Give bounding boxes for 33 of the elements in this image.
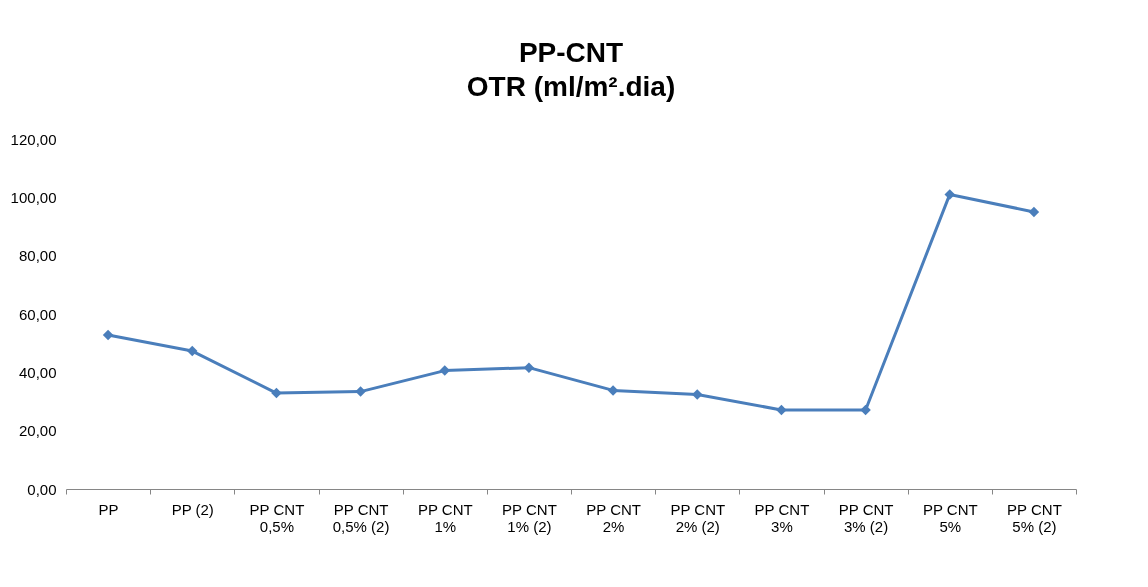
y-tick-label: 40,00 xyxy=(18,363,57,381)
x-tick-label: PP (2) xyxy=(171,500,214,518)
x-tick-label: PP CNT 0,5% xyxy=(249,500,305,535)
point xyxy=(860,404,871,416)
y-tick-label: 120,00 xyxy=(10,130,57,148)
x-tick-label: PP CNT 3% (2) xyxy=(838,500,894,535)
point xyxy=(607,385,619,396)
point xyxy=(523,362,535,373)
point xyxy=(944,189,955,200)
point xyxy=(271,387,282,399)
y-tick-label: 0,00 xyxy=(27,480,57,498)
x-tick-label: PP CNT 5% xyxy=(922,500,978,535)
x-tick-label: PP CNT 0,5% (2) xyxy=(332,500,390,535)
point xyxy=(187,345,198,357)
x-tick-label: PP CNT 3% xyxy=(754,500,810,535)
x-tick-label: PP xyxy=(98,500,119,518)
y-tick-label: 60,00 xyxy=(18,305,57,323)
point xyxy=(439,365,450,376)
point xyxy=(355,386,366,397)
x-tick-label: PP CNT 1% xyxy=(417,500,473,535)
point xyxy=(692,389,703,400)
x-tick-label: PP CNT 5% (2) xyxy=(1007,500,1062,535)
y-tick-label: 80,00 xyxy=(18,247,57,265)
y-tick-label: 20,00 xyxy=(18,422,57,440)
point xyxy=(102,329,114,341)
x-tick-label: PP CNT 2% (2) xyxy=(670,500,726,535)
chart-title: PP-CNT xyxy=(518,37,624,68)
chart-subtitle: OTR (ml/m².dia) xyxy=(466,71,676,102)
x-tick-label: PP CNT 1% (2) xyxy=(502,500,557,535)
y-tick-label: 100,00 xyxy=(10,188,57,206)
x-tick-label: PP CNT 2% xyxy=(586,500,641,535)
point xyxy=(1028,206,1040,218)
point xyxy=(776,404,787,416)
